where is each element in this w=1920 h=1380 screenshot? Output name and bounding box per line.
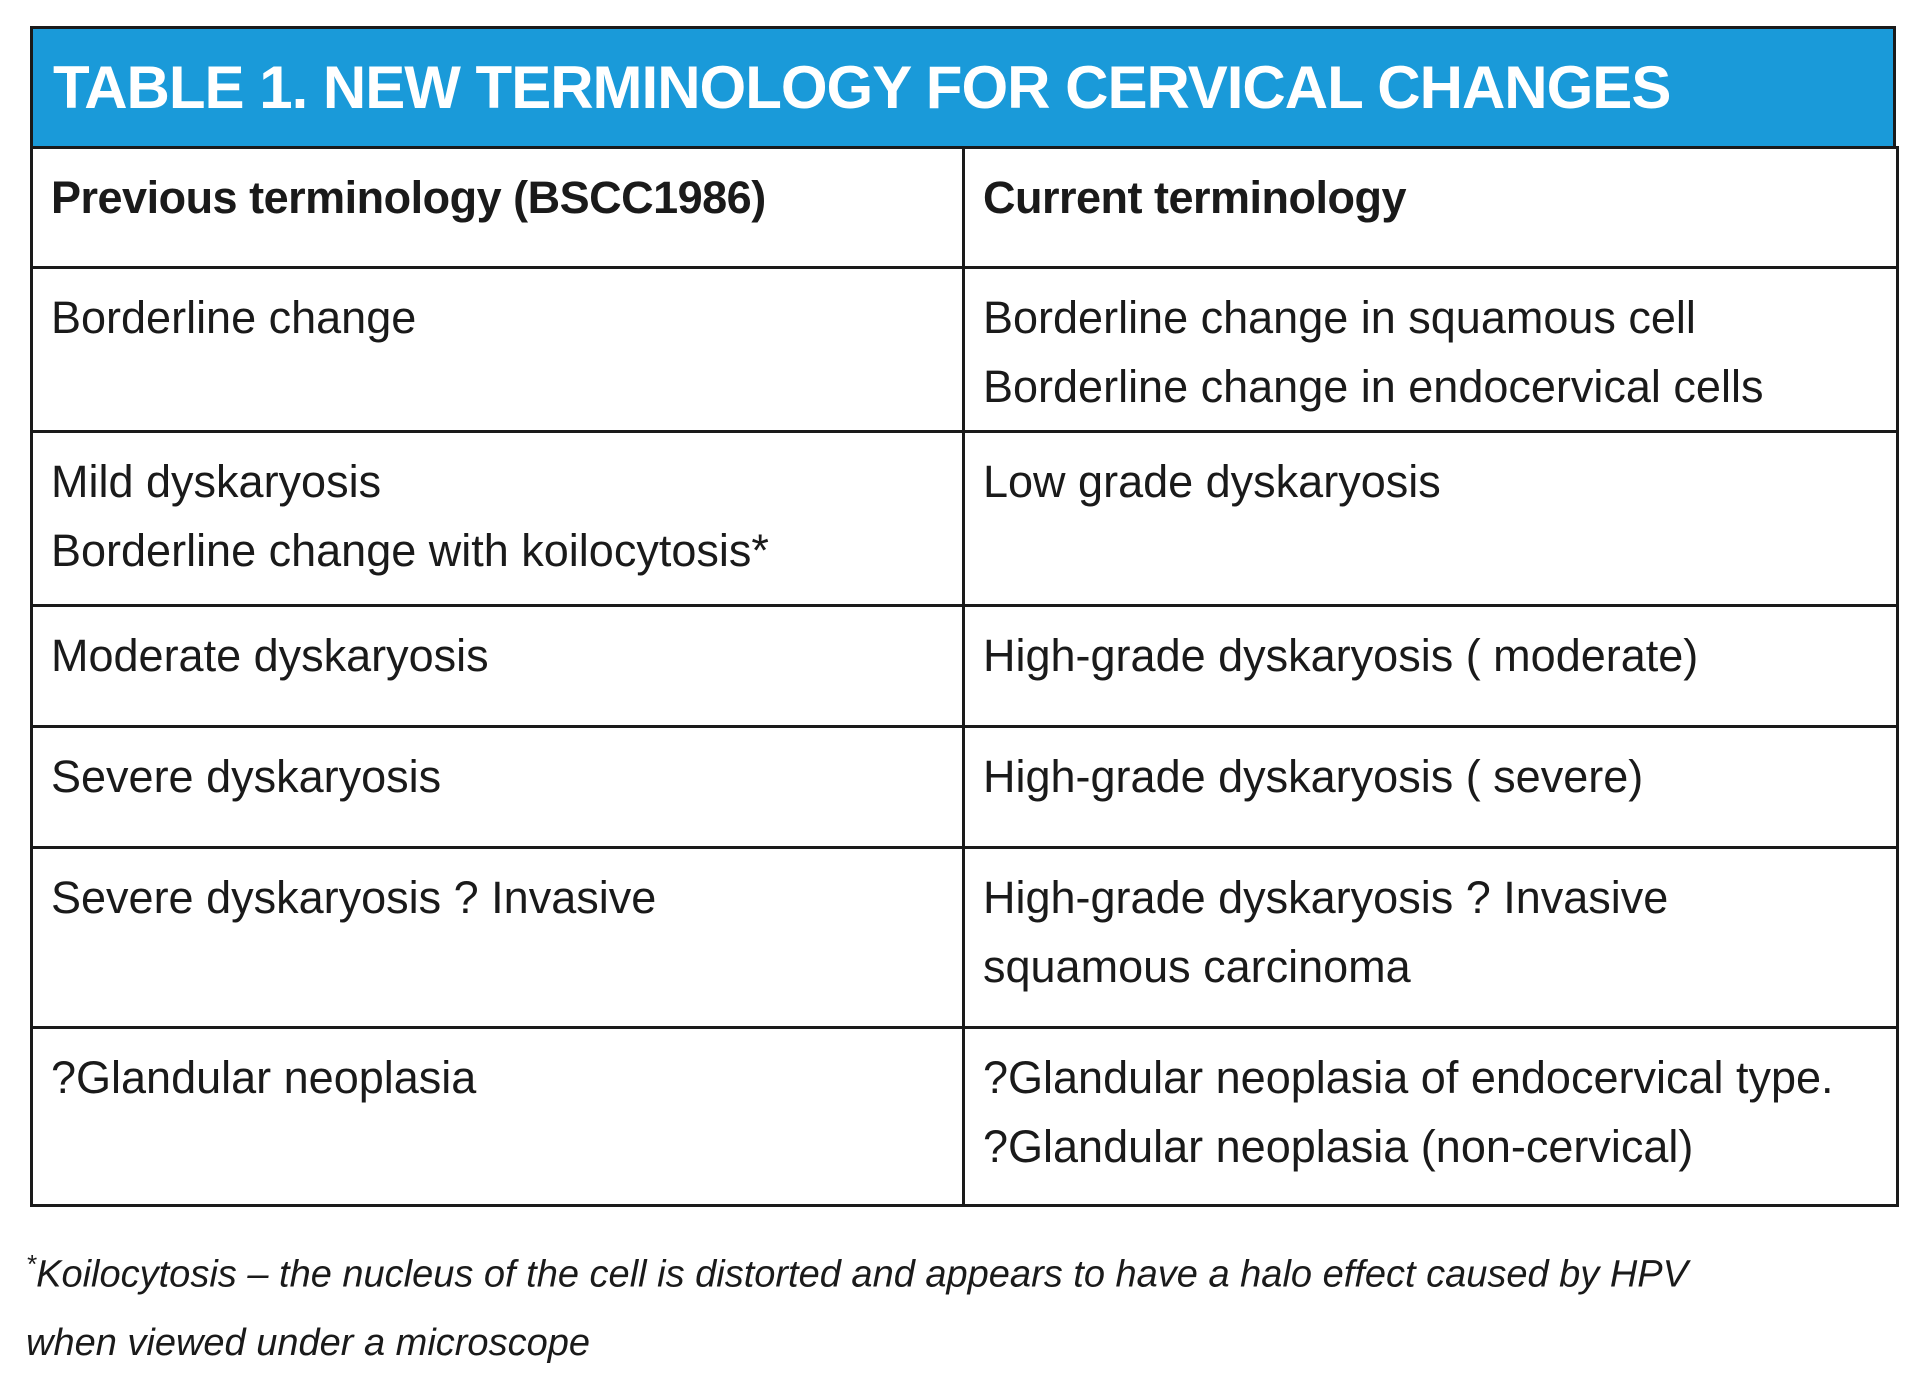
previous-cell: Moderate dyskaryosis <box>30 604 965 728</box>
footnote-marker: * <box>26 1249 37 1279</box>
terminology-grid: Previous terminology (BSCC1986) Current … <box>30 146 1899 1207</box>
cell-line: Borderline change in squamous cell <box>983 292 1696 343</box>
table-row: Severe dyskaryosis ? Invasive High-grade… <box>30 846 1899 1029</box>
cell-line: Borderline change in endocervical cells <box>983 361 1764 412</box>
cell-line: ?Glandular neoplasia of endocervical typ… <box>983 1052 1834 1103</box>
cell-line: Severe dyskaryosis <box>51 751 442 802</box>
footnote: *Koilocytosis – the nucleus of the cell … <box>26 1230 1906 1377</box>
footnote-text-1: Koilocytosis – the nucleus of the cell i… <box>36 1253 1688 1296</box>
table-row: Borderline change Borderline change in s… <box>30 266 1899 433</box>
current-cell: High-grade dyskaryosis ( moderate) <box>962 604 1899 728</box>
current-cell: High-grade dyskaryosis ( severe) <box>962 725 1899 849</box>
table-row: ?Glandular neoplasia ?Glandular neoplasi… <box>30 1026 1899 1207</box>
footnote-line-2: when viewed under a microscope <box>26 1321 590 1364</box>
table-row: Moderate dyskaryosis High-grade dyskaryo… <box>30 604 1899 728</box>
cell-line: High-grade dyskaryosis ( severe) <box>983 751 1644 802</box>
cell-line: High-grade dyskaryosis ? Invasive <box>983 872 1669 923</box>
cell-line: squamous carcinoma <box>983 941 1411 992</box>
cell-line: ?Glandular neoplasia (non-cervical) <box>983 1121 1694 1172</box>
previous-cell: Borderline change <box>30 266 965 433</box>
cell-line: Moderate dyskaryosis <box>51 630 489 681</box>
previous-cell: Severe dyskaryosis ? Invasive <box>30 846 965 1029</box>
current-cell: ?Glandular neoplasia of endocervical typ… <box>962 1026 1899 1207</box>
cell-line: Mild dyskaryosis <box>51 456 382 507</box>
cell-line: Borderline change with koilocytosis* <box>51 525 769 576</box>
current-cell: Low grade dyskaryosis <box>962 430 1899 607</box>
current-cell: High-grade dyskaryosis ? Invasive squamo… <box>962 846 1899 1029</box>
cell-line: Low grade dyskaryosis <box>983 456 1441 507</box>
cell-line: High-grade dyskaryosis ( moderate) <box>983 630 1699 681</box>
cell-line: Borderline change <box>51 292 417 343</box>
previous-cell: ?Glandular neoplasia <box>30 1026 965 1207</box>
footnote-line-1: *Koilocytosis – the nucleus of the cell … <box>26 1230 1906 1309</box>
table-title-bar: TABLE 1. NEW TERMINOLOGY FOR CERVICAL CH… <box>30 26 1896 146</box>
current-cell: Borderline change in squamous cell Borde… <box>962 266 1899 433</box>
table-row: Mild dyskaryosis Borderline change with … <box>30 430 1899 607</box>
header-row: Previous terminology (BSCC1986) Current … <box>30 146 1899 269</box>
previous-cell: Severe dyskaryosis <box>30 725 965 849</box>
cell-line: Severe dyskaryosis ? Invasive <box>51 872 657 923</box>
table-row: Severe dyskaryosis High-grade dyskaryosi… <box>30 725 1899 849</box>
previous-cell: Mild dyskaryosis Borderline change with … <box>30 430 965 607</box>
header-previous-terminology: Previous terminology (BSCC1986) <box>30 146 965 269</box>
terminology-table: TABLE 1. NEW TERMINOLOGY FOR CERVICAL CH… <box>30 26 1899 1207</box>
header-current-terminology: Current terminology <box>962 146 1899 269</box>
table-title: TABLE 1. NEW TERMINOLOGY FOR CERVICAL CH… <box>53 54 1671 121</box>
cell-line: ?Glandular neoplasia <box>51 1052 477 1103</box>
